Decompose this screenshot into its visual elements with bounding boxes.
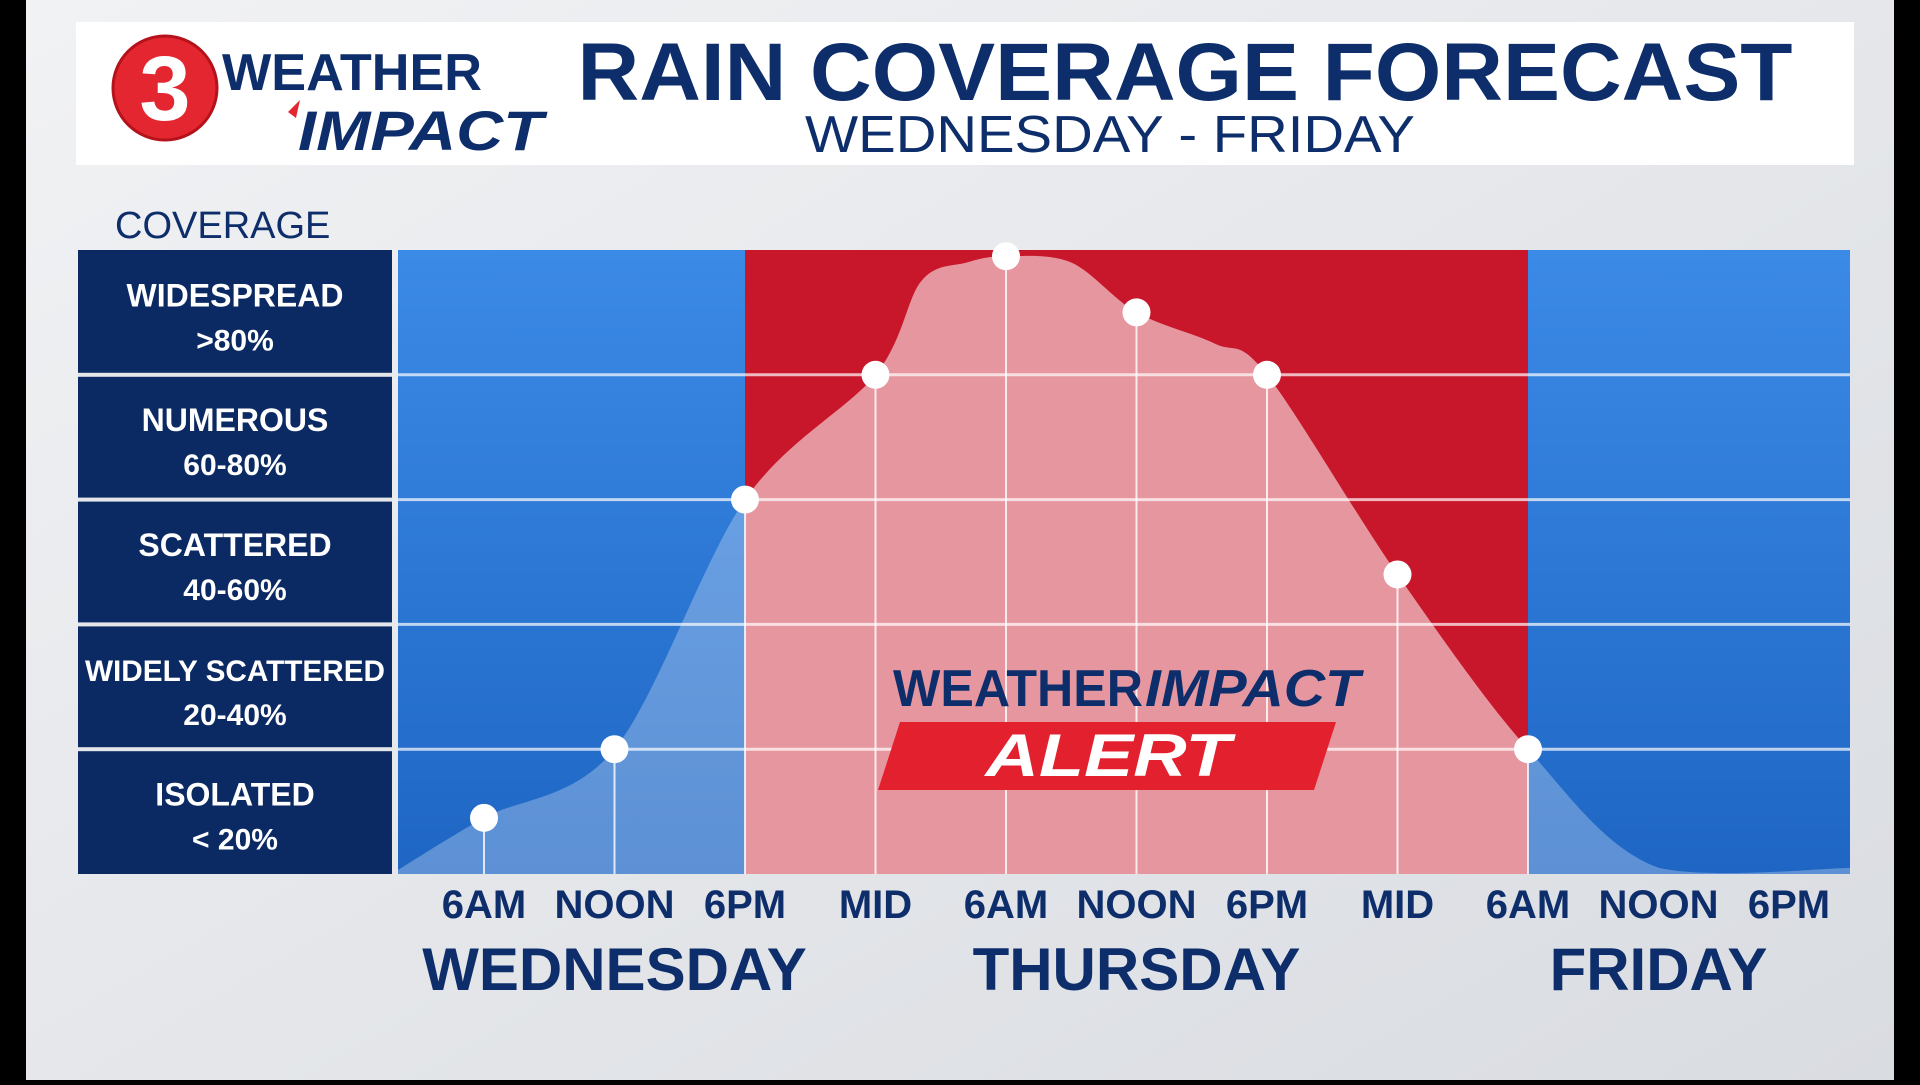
coverage-category-name: WIDELY SCATTERED [85,655,385,688]
logo-impact-text: IMPACT [298,99,549,162]
label-divider [78,497,392,502]
alert-label: ALERT [983,722,1236,789]
label-divider [78,372,392,377]
x-tick-label: NOON [555,883,675,927]
x-tick-label: 6PM [704,883,786,927]
x-tick-label: 6AM [964,883,1048,927]
page-subtitle: WEDNESDAY - FRIDAY [805,106,1415,164]
coverage-category-range: 20-40% [183,699,286,732]
alert-impact-text: IMPACT [1145,660,1365,718]
x-tick-label: MID [839,883,912,927]
weather-impact-alert-badge: WEATHER IMPACT ALERT [878,660,1365,790]
data-marker-6 [1253,360,1281,389]
x-axis-tick-labels: 6AM NOON 6PM MID 6AM NOON 6PM MID 6AM NOON 6PM [442,883,1830,927]
day-label-friday: FRIDAY [1550,936,1768,1003]
logo-circle [113,36,217,140]
station-logo: 3 WEATHER IMPACT [111,34,549,162]
alert-weather-text: WEATHER [893,660,1143,718]
data-marker-1 [600,735,629,764]
x-tick-label: MID [1361,883,1434,927]
x-tick-label: NOON [1599,883,1719,927]
logo-number: 3 [139,38,190,140]
data-marker-2 [731,485,759,514]
x-axis-day-labels: WEDNESDAY THURSDAY FRIDAY [422,936,1767,1003]
coverage-category-name: WIDESPREAD [127,277,344,313]
coverage-category-range: < 20% [192,824,278,857]
x-tick-label: NOON [1077,883,1197,927]
x-tick-label: 6PM [1226,883,1308,927]
header-banner [76,22,1854,165]
coverage-label-column: WIDESPREAD >80% NUMEROUS 60-80% SCATTERED 40-… [78,250,392,874]
x-tick-label: 6AM [1486,883,1570,927]
label-divider [78,622,392,627]
data-marker-5 [1122,298,1151,327]
label-column-background [78,250,392,874]
data-marker-7 [1383,560,1412,589]
coverage-category-range: 40-60% [183,574,286,607]
label-divider [78,747,392,752]
alert-banner-shape [878,722,1336,790]
x-tick-label: 6AM [442,883,526,927]
logo-weather-text: WEATHER [222,44,482,102]
data-marker-0 [470,803,498,832]
lightning-icon [288,100,300,118]
page-title: RAIN COVERAGE FORECAST [578,27,1793,118]
coverage-category-name: SCATTERED [138,527,331,563]
data-marker-4 [992,242,1020,271]
day-label-thursday: THURSDAY [973,936,1301,1003]
x-tick-label: 6PM [1748,883,1830,927]
y-axis-title: COVERAGE [115,205,330,247]
data-marker-3 [861,360,890,389]
coverage-category-range: 60-80% [183,449,286,482]
coverage-category-name: ISOLATED [155,777,314,813]
coverage-area-blue [398,255,1850,874]
coverage-category-name: NUMEROUS [142,402,329,438]
day-label-wednesday: WEDNESDAY [422,936,807,1003]
coverage-category-range: >80% [196,324,274,357]
data-markers [470,242,1542,832]
data-marker-8 [1514,735,1542,764]
